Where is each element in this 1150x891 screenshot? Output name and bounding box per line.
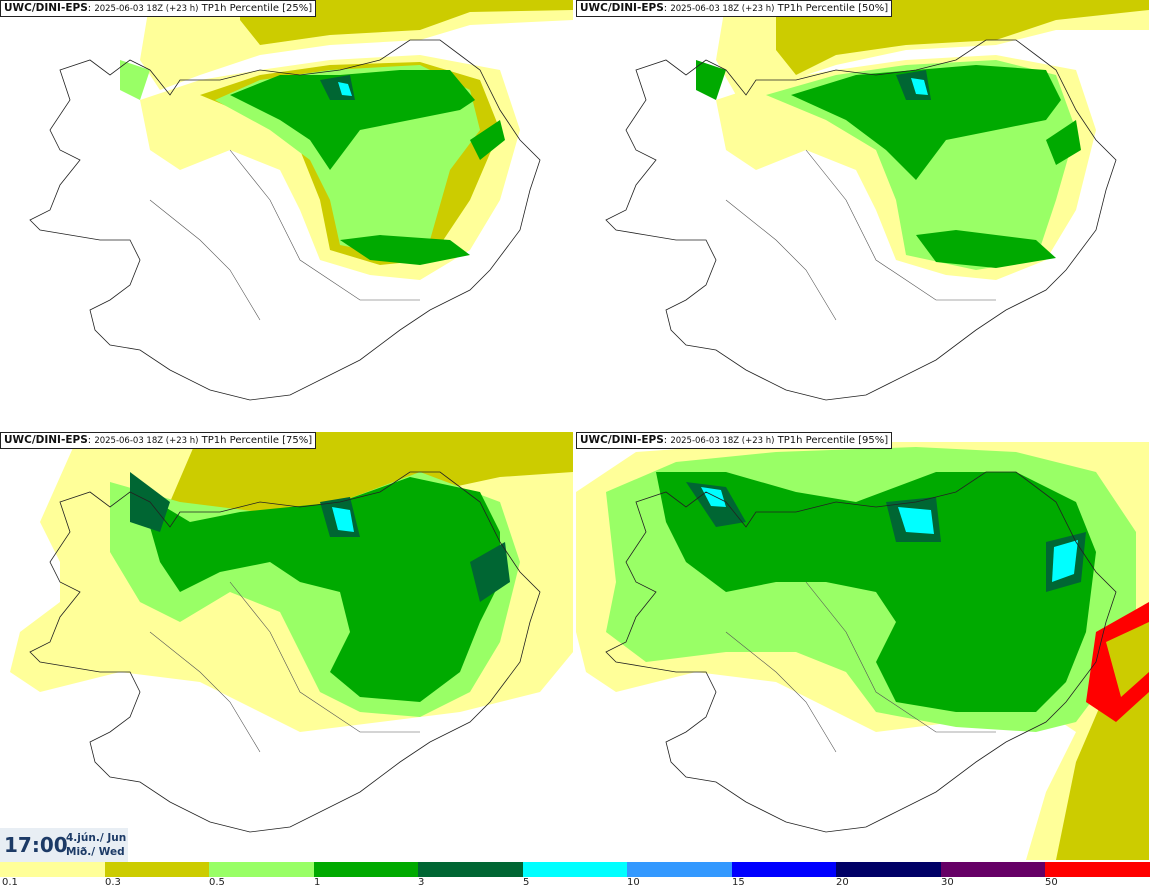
map-panel-p50: UWC/DINI-EPS: 2025-06-03 18Z (+23 h) TP1… (576, 0, 1149, 428)
legend-colorbar (0, 862, 1150, 877)
valid-date: 4.jún./ Jun Mið./ Wed (66, 831, 126, 859)
legend-tick-label: 50 (1045, 877, 1058, 888)
product-name: TP1h Percentile [75%] (201, 435, 313, 446)
product-name: TP1h Percentile [50%] (777, 3, 889, 14)
legend-color-0 (0, 862, 106, 877)
model-name: UWC/DINI-EPS (580, 2, 664, 14)
run-time: 2025-06-03 18Z (+23 h) (670, 4, 775, 14)
precip-map (29, 0, 573, 401)
model-name: UWC/DINI-EPS (4, 434, 88, 446)
legend-color-2 (209, 862, 315, 877)
legend-tick-label: 30 (941, 877, 954, 888)
legend-color-3 (314, 862, 420, 877)
precip-map (10, 432, 573, 833)
legend-tick-label: 0.5 (209, 877, 225, 888)
panel-title: UWC/DINI-EPS: 2025-06-03 18Z (+23 h) TP1… (0, 0, 317, 17)
legend-tick-label: 10 (627, 877, 640, 888)
model-name: UWC/DINI-EPS (4, 2, 88, 14)
run-time: 2025-06-03 18Z (+23 h) (94, 4, 199, 14)
precip-map (576, 442, 1149, 860)
valid-date-line1: 4.jún./ Jun (66, 832, 127, 844)
legend-color-1 (105, 862, 211, 877)
run-time: 2025-06-03 18Z (+23 h) (670, 436, 775, 446)
legend-color-4 (418, 862, 524, 877)
product-name: TP1h Percentile [95%] (777, 435, 889, 446)
panel-title: UWC/DINI-EPS: 2025-06-03 18Z (+23 h) TP1… (576, 0, 893, 17)
panel-title: UWC/DINI-EPS: 2025-06-03 18Z (+23 h) TP1… (576, 432, 893, 449)
product-name: TP1h Percentile [25%] (201, 3, 313, 14)
legend-tick-label: 0.3 (105, 877, 121, 888)
legend-tick-label: 5 (523, 877, 530, 888)
legend-color-8 (836, 862, 942, 877)
legend-tick-label: 1 (314, 877, 321, 888)
legend-tick-label: 15 (732, 877, 745, 888)
legend-color-10 (1045, 862, 1150, 877)
legend-color-5 (523, 862, 629, 877)
valid-time: 17:00 (4, 833, 68, 857)
model-name: UWC/DINI-EPS (580, 434, 664, 446)
map-panel-p95: UWC/DINI-EPS: 2025-06-03 18Z (+23 h) TP1… (576, 432, 1149, 860)
map-panel-p25: UWC/DINI-EPS: 2025-06-03 18Z (+23 h) TP1… (0, 0, 573, 428)
panel-title: UWC/DINI-EPS: 2025-06-03 18Z (+23 h) TP1… (0, 432, 317, 449)
map-panel-p75: UWC/DINI-EPS: 2025-06-03 18Z (+23 h) TP1… (0, 432, 573, 860)
valid-time-box: 17:00 4.jún./ Jun Mið./ Wed (0, 828, 128, 862)
precip-map (605, 0, 1149, 401)
legend-color-9 (941, 862, 1047, 877)
legend-tick-label: 3 (418, 877, 425, 888)
legend-tick-label: 0.1 (2, 877, 18, 888)
run-time: 2025-06-03 18Z (+23 h) (94, 436, 199, 446)
legend-color-6 (627, 862, 733, 877)
legend-tick-label: 20 (836, 877, 849, 888)
valid-date-line2: Mið./ Wed (66, 846, 125, 858)
legend-color-7 (732, 862, 838, 877)
legend-ticks: 0.1 0.3 0.5 1 3 5 10 15 20 30 50 (0, 877, 1150, 891)
